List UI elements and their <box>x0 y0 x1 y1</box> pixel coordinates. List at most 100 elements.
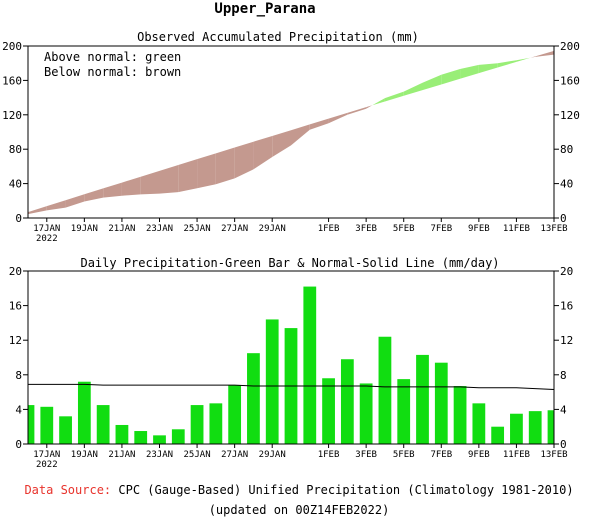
y-tick-label-left: 20 <box>9 265 22 278</box>
below-normal-area <box>215 147 235 185</box>
x-tick-label: 11FEB <box>503 450 530 460</box>
x-tick-label: 27JAN <box>221 224 248 234</box>
below-normal-area <box>530 56 536 58</box>
y-tick-label-left: 80 <box>9 143 22 156</box>
daily-precip-bar <box>115 424 129 444</box>
below-normal-area <box>140 170 160 195</box>
x-tick-label: 5FEB <box>393 450 415 460</box>
x-tick-label: 1FEB <box>318 224 340 234</box>
y-tick-label-right: 16 <box>560 300 573 313</box>
daily-bars-layer <box>28 286 554 444</box>
daily-precip-bar <box>453 386 467 444</box>
daily-precip-bar <box>340 359 354 444</box>
below-normal-area <box>347 107 367 115</box>
daily-precip-bar <box>322 378 335 444</box>
x-tick-label: 25JAN <box>184 224 211 234</box>
accumulated-plot-frame <box>27 45 555 219</box>
y-tick-label-right: 200 <box>560 40 580 53</box>
above-normal-area <box>478 63 498 74</box>
daily-precip-bar <box>265 319 279 444</box>
x-tick-label: 21JAN <box>108 224 135 234</box>
y-tick-label-left: 160 <box>2 74 22 87</box>
below-normal-area <box>291 124 310 146</box>
y-tick-label-right: 0 <box>560 438 567 451</box>
y-tick-label-left: 40 <box>9 178 22 191</box>
x-tick-label: 19JAN <box>71 450 98 460</box>
x-tick-label: 7FEB <box>430 450 452 460</box>
page-title: Upper_Parana <box>214 1 315 17</box>
x-tick-label: 19JAN <box>71 224 98 234</box>
legend-below-normal: Below normal: brown <box>44 65 181 79</box>
daily-precip-bar <box>528 411 542 444</box>
below-normal-area <box>159 165 179 194</box>
daily-normal-line-layer <box>28 383 555 391</box>
y-tick-label-left: 0 <box>15 212 22 225</box>
accumulated-precip-panel: Observed Accumulated Precipitation (mm) … <box>2 30 580 244</box>
below-normal-area <box>46 200 66 211</box>
daily-precip-bar <box>510 413 523 444</box>
y-tick-label-right: 20 <box>560 265 573 278</box>
x-tick-label: 7FEB <box>430 224 452 234</box>
x-tick-label: 23JAN <box>146 224 173 234</box>
daily-precip-bar <box>397 379 411 444</box>
below-normal-area <box>309 118 329 130</box>
daily-precip-bar <box>171 429 185 444</box>
above-normal-area <box>516 57 531 62</box>
daily-plot-frame <box>27 270 555 445</box>
daily-precip-bar <box>303 286 317 444</box>
below-normal-area <box>366 105 373 109</box>
data-source-text: CPC (Gauge-Based) Unified Precipitation … <box>118 483 574 497</box>
x-tick-label: 25JAN <box>184 450 211 460</box>
daily-precip-bar <box>153 435 166 444</box>
above-normal-area <box>460 64 479 79</box>
below-normal-area <box>178 159 198 193</box>
y-tick-label-left: 0 <box>15 438 22 451</box>
daily-precip-bar <box>416 354 429 444</box>
x-tick-label: 1FEB <box>318 450 340 460</box>
x-tick-label: 11FEB <box>503 224 530 234</box>
below-normal-area <box>234 141 254 179</box>
above-normal-area <box>384 91 404 102</box>
accumulated-chart-title: Observed Accumulated Precipitation (mm) <box>137 30 419 44</box>
below-normal-area <box>253 135 273 170</box>
daily-precip-bar <box>96 405 110 444</box>
y-tick-label-right: 8 <box>560 369 567 382</box>
x-tick-label: 9FEB <box>468 224 490 234</box>
below-normal-area <box>197 153 216 189</box>
updated-timestamp: (updated on 00Z14FEB2022) <box>208 503 390 517</box>
daily-precip-bar <box>247 353 260 444</box>
y-tick-label-right: 0 <box>560 212 567 225</box>
y-tick-label-right: 160 <box>560 74 580 87</box>
y-tick-label-right: 40 <box>560 178 573 191</box>
y-tick-label-left: 200 <box>2 40 22 53</box>
x-tick-label: 23JAN <box>146 450 173 460</box>
x-tick-label: 13FEB <box>540 450 567 460</box>
daily-precip-bar <box>40 406 54 444</box>
data-source-label: Data Source: <box>24 483 112 497</box>
y-tick-label-left: 120 <box>2 109 22 122</box>
below-normal-area <box>84 188 104 202</box>
daily-precip-bar <box>378 336 392 444</box>
x-tick-label: 29JAN <box>259 224 286 234</box>
daily-precip-bar <box>547 410 554 444</box>
accumulated-area-layer <box>28 50 554 215</box>
x-tick-label: 21JAN <box>108 450 135 460</box>
daily-precip-bar <box>77 381 91 444</box>
x-tick-sublabel: 2022 <box>36 234 58 244</box>
below-normal-area <box>121 176 141 196</box>
below-normal-area <box>535 50 554 57</box>
above-normal-area <box>422 74 442 91</box>
daily-precip-bar <box>209 403 223 444</box>
daily-precip-bar <box>228 385 242 444</box>
x-tick-label: 5FEB <box>393 224 415 234</box>
daily-precip-bar <box>359 383 373 444</box>
x-tick-label: 3FEB <box>355 450 377 460</box>
above-normal-area <box>497 60 517 68</box>
daily-precip-bar <box>28 405 35 444</box>
above-normal-area <box>403 82 423 96</box>
daily-precip-panel: Daily Precipitation-Green Bar & Normal-S… <box>9 256 574 470</box>
y-tick-label-right: 4 <box>560 403 567 416</box>
